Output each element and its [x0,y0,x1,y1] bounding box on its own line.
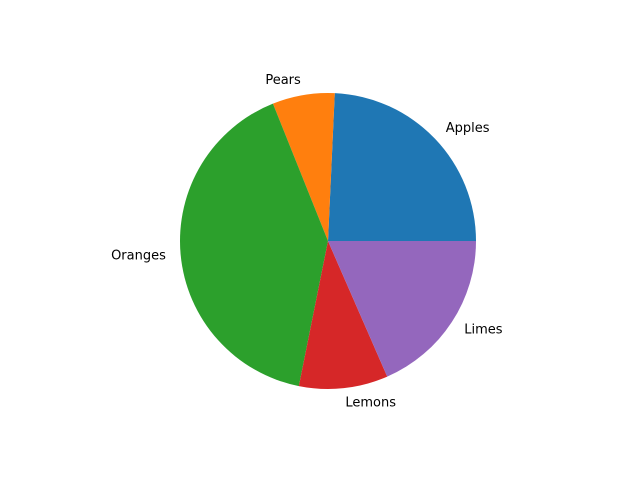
pie-slice-oranges [179,103,328,387]
pie-labels: Apples Pears Oranges Lemons Limes [111,73,503,410]
pie-slice-pears [272,93,335,242]
pie-label-limes: Limes [464,323,503,338]
pie-label-oranges: Oranges [111,248,166,263]
pie-slice-apples [328,93,476,241]
pie-label-lemons: Lemons [345,395,396,410]
pie-slice-limes [328,241,476,377]
pie-slices [179,93,476,389]
pie-label-pears: Pears [265,73,301,88]
pie-slice-lemons [298,241,388,389]
pie-label-apples: Apples [446,121,490,136]
